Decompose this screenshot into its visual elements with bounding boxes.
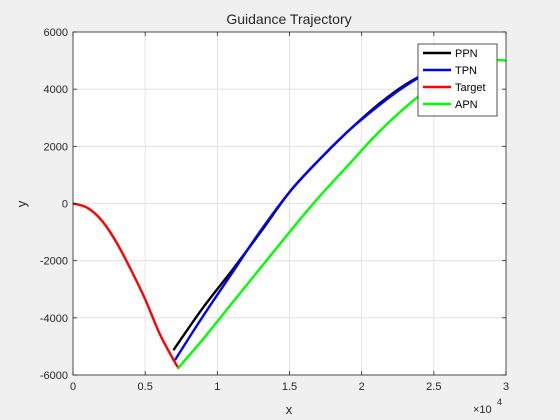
x-exponent-base: ×10 [473,404,492,416]
x-tick-label: 3 [503,381,509,393]
x-tick-label: 1.5 [282,381,297,393]
y-tick-label: -2000 [40,256,68,268]
x-exponent-power: 4 [497,397,502,407]
y-tick-label: 0 [62,199,68,211]
x-tick-label: 2 [359,381,365,393]
legend-label-ppn: PPN [455,48,478,60]
legend: PPN TPN Target APN [418,44,497,116]
y-tick-label: 6000 [44,27,68,39]
x-axis-label: x [286,402,293,417]
legend-label-apn: APN [455,99,478,111]
legend-label-tpn: TPN [455,65,477,77]
y-tick-label: 2000 [44,141,68,153]
x-tick-label: 2.5 [426,381,441,393]
y-tick-label: 4000 [44,84,68,96]
x-tick-label: 1 [214,381,220,393]
x-tick-label: 0 [70,381,76,393]
chart-title: Guidance Trajectory [226,11,351,27]
y-axis-label: y [14,200,29,207]
y-tick-label: -6000 [40,370,68,382]
x-tick-label: 0.5 [138,381,153,393]
legend-label-target: Target [455,82,486,94]
y-tick-label: -4000 [40,313,68,325]
